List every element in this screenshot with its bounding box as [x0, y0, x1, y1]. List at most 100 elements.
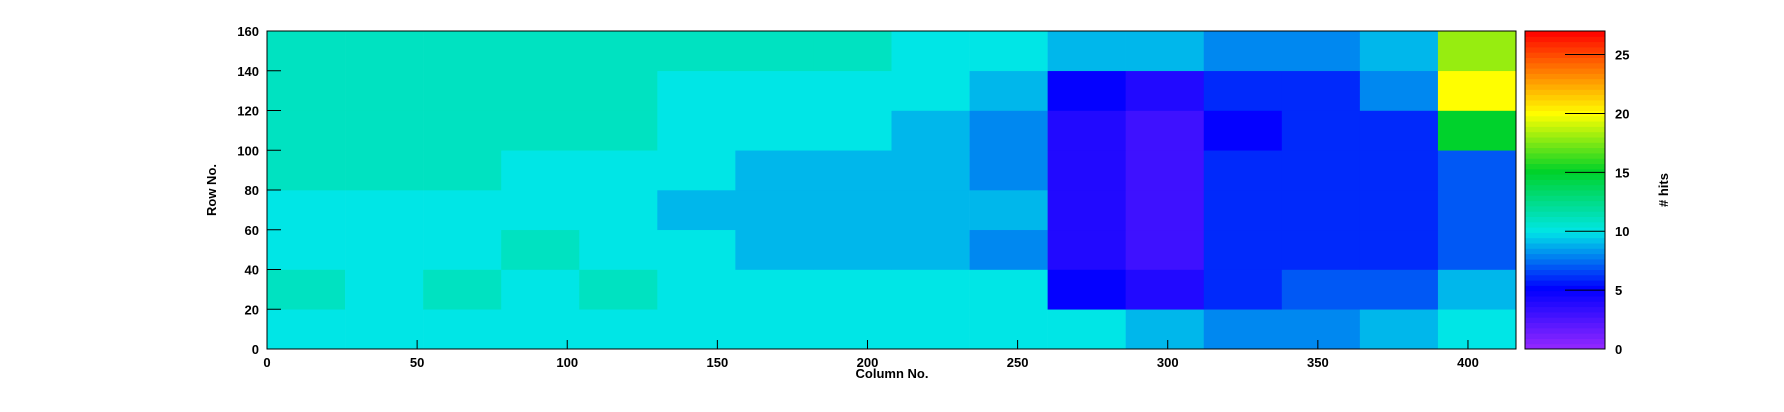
colorbar-step [1525, 36, 1605, 43]
heat-cell [813, 269, 892, 310]
heat-cell [969, 269, 1048, 310]
colorbar-step [1525, 152, 1605, 159]
heat-cell [345, 150, 424, 191]
colorbar-step [1525, 243, 1605, 249]
heat-cell [969, 190, 1048, 231]
heat-cell [1359, 70, 1439, 111]
colorbar-step [1525, 84, 1605, 90]
heat-cell [657, 309, 736, 350]
colorbar-step [1525, 227, 1605, 233]
heat-cell [423, 70, 502, 111]
x-tick-label: 200 [857, 355, 879, 370]
colorbar-step [1525, 290, 1605, 297]
x-tick-label: 350 [1307, 355, 1329, 370]
heat-cell [1281, 269, 1361, 310]
colorbar-step [1525, 237, 1605, 244]
heat-cell [1281, 150, 1361, 191]
heat-cell [735, 31, 814, 72]
heat-cell [1047, 110, 1126, 151]
heat-cell [579, 190, 658, 231]
heat-cell [1359, 229, 1439, 270]
heat-cell [1125, 309, 1205, 350]
heat-cell [1203, 269, 1283, 310]
heat-cell [813, 31, 892, 72]
colorbar-step [1525, 142, 1605, 149]
heat-cell [501, 150, 580, 191]
colorbar-tick-label: 5 [1615, 283, 1622, 298]
heat-cell [735, 190, 814, 231]
heat-cell [423, 229, 502, 270]
colorbar-label: # hits [1656, 173, 1671, 207]
heat-cell [501, 269, 580, 310]
colorbar-step [1525, 68, 1605, 74]
heat-cell [1047, 31, 1126, 72]
x-axis-label: Column No. [856, 366, 929, 381]
heat-cell [267, 309, 346, 350]
colorbar-step [1525, 338, 1605, 345]
colorbar-tick-label: 25 [1615, 48, 1629, 63]
heat-cell [1437, 70, 1517, 111]
heat-cell [501, 110, 580, 151]
heat-cell [423, 150, 502, 191]
heat-cell [1203, 70, 1283, 111]
heat-cell [423, 309, 502, 350]
colorbar-step [1525, 311, 1605, 318]
heat-cell [1047, 229, 1126, 270]
x-tick-label: 50 [410, 355, 424, 370]
heat-cell [1437, 150, 1517, 191]
colorbar-step [1525, 115, 1605, 122]
heat-cell [657, 190, 736, 231]
colorbar-step [1525, 31, 1605, 37]
heat-cell [735, 110, 814, 151]
colorbar-step [1525, 41, 1605, 48]
heat-cell [1125, 110, 1205, 151]
heat-cell [1125, 190, 1205, 231]
heat-cell [345, 269, 424, 310]
colorbar-step [1525, 258, 1605, 265]
heat-cell [579, 269, 658, 310]
heat-cell [813, 229, 892, 270]
colorbar-step [1525, 195, 1605, 202]
colorbar-step [1525, 184, 1605, 191]
colorbar-step [1525, 274, 1605, 281]
heat-cell [1203, 309, 1283, 350]
heat-cell [891, 31, 970, 72]
heat-cell [657, 70, 736, 111]
colorbar-step [1525, 200, 1605, 207]
heat-cell [501, 309, 580, 350]
heat-cell [1125, 70, 1205, 111]
x-tick-label: 150 [707, 355, 729, 370]
heat-cell [501, 229, 580, 270]
y-tick-label: 120 [237, 104, 259, 119]
heat-cell [1203, 190, 1283, 231]
colorbar-step [1525, 216, 1605, 223]
heat-cell [1125, 150, 1205, 191]
heat-cell [891, 150, 970, 191]
heat-cell [579, 110, 658, 151]
colorbar-step [1525, 62, 1605, 69]
heat-cell [1281, 110, 1361, 151]
heat-cell [345, 70, 424, 111]
heat-cell [891, 190, 970, 231]
heat-cell [579, 150, 658, 191]
colorbar-step [1525, 205, 1605, 212]
heat-cell [969, 70, 1048, 111]
heat-cell [969, 150, 1048, 191]
heat-cell [891, 229, 970, 270]
colorbar-tick-label: 10 [1615, 224, 1629, 239]
heat-cell [657, 150, 736, 191]
colorbar-tick-label: 0 [1615, 342, 1622, 357]
y-tick-label: 100 [237, 143, 259, 158]
colorbar-step [1525, 322, 1605, 329]
y-tick-label: 20 [245, 302, 259, 317]
heat-cell [1125, 31, 1205, 72]
heat-cell [423, 269, 502, 310]
heat-cell [1047, 190, 1126, 231]
colorbar-step [1525, 232, 1605, 239]
heat-cell [579, 70, 658, 111]
heat-cell [423, 190, 502, 231]
heat-cell [1203, 150, 1283, 191]
colorbar-step [1525, 264, 1605, 270]
heat-cell [1359, 31, 1439, 72]
